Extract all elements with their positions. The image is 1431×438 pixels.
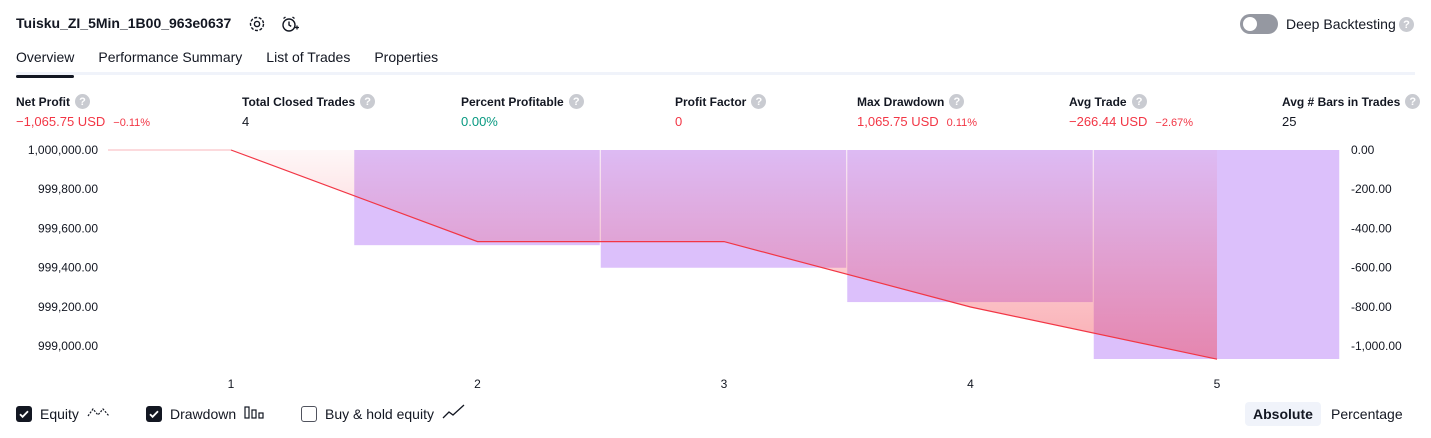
metric-label: Total Closed Trades — [242, 94, 356, 109]
metric-value: 0 — [675, 114, 683, 129]
avg-trade-help-icon[interactable]: ? — [1131, 94, 1147, 109]
left-axis-tick-label: 999,000.00 — [38, 339, 98, 353]
right-axis-tick-label: -400.00 — [1351, 221, 1392, 235]
profit-factor-help-icon[interactable]: ? — [751, 94, 767, 109]
metric-value: 0.00% — [461, 114, 498, 129]
buy-hold-label: Buy & hold equity — [325, 405, 434, 422]
x-axis-tick-label: 2 — [474, 377, 481, 391]
drawdown-label: Drawdown — [170, 405, 237, 422]
metric-label: Max Drawdown — [857, 94, 945, 109]
legend-equity[interactable]: Equity — [16, 404, 111, 423]
deep-backtesting-toggle[interactable] — [1240, 14, 1278, 34]
metric-label: Avg # Bars in Trades — [1282, 94, 1401, 109]
right-axis-tick-label: -1,000.00 — [1351, 339, 1402, 353]
equity-line-icon — [87, 404, 111, 423]
right-axis-tick-label: -800.00 — [1351, 300, 1392, 314]
deep-backtesting-label: Deep Backtesting — [1286, 16, 1396, 32]
left-axis-tick-label: 999,400.00 — [38, 261, 98, 275]
metric-sub-value: −2.67% — [1155, 117, 1194, 129]
equity-label: Equity — [40, 405, 79, 422]
metric-sub-value: −0.11% — [113, 117, 151, 129]
max-drawdown-help-icon[interactable]: ? — [949, 94, 965, 109]
net-profit-help-icon[interactable]: ? — [75, 94, 90, 109]
metric-label: Net Profit — [16, 94, 70, 109]
x-axis-tick-label: 1 — [228, 377, 235, 391]
metric-value: −1,065.75 USD — [16, 114, 106, 129]
toggle-knob — [1243, 17, 1257, 31]
x-axis-tick-label: 5 — [1214, 377, 1221, 391]
percent-profitable-help-icon[interactable]: ? — [568, 94, 584, 109]
tab-overview[interactable]: Overview — [16, 49, 75, 78]
equity-drawdown-chart[interactable]: 1,000,000.00 999,800.00 999,600.00 999,400.… — [0, 138, 1431, 396]
avg-bars-help-icon[interactable]: ? — [1405, 94, 1421, 109]
left-axis-tick-label: 999,200.00 — [38, 300, 98, 314]
percentage-scale-button[interactable]: Percentage — [1331, 406, 1403, 422]
right-axis-tick-label: -200.00 — [1351, 182, 1392, 196]
legend-drawdown[interactable]: Drawdown — [146, 404, 266, 423]
metric-percent-profitable: Percent Profitable? 0.00% — [461, 94, 584, 129]
metric-max-drawdown: Max Drawdown? 1,065.75 USD 0.11% — [857, 94, 977, 129]
absolute-scale-button[interactable]: Absolute — [1245, 402, 1321, 426]
metric-value: 1,065.75 USD — [857, 114, 939, 129]
metric-sub-value: 0.11% — [946, 117, 978, 129]
tab-list-of-trades[interactable]: List of Trades — [266, 49, 351, 65]
metric-value: 25 — [1282, 114, 1297, 129]
metric-label: Avg Trade — [1069, 94, 1127, 109]
settings-gear-icon[interactable] — [247, 14, 267, 34]
metric-label: Profit Factor — [675, 94, 747, 109]
x-axis-tick-label: 3 — [721, 377, 728, 391]
metric-avg-trade: Avg Trade? −266.44 USD −2.67% — [1069, 94, 1193, 129]
metric-net-profit: Net Profit? −1,065.75 USD −0.11% — [16, 94, 150, 129]
metric-label: Percent Profitable — [461, 94, 564, 109]
drawdown-bars-icon — [244, 404, 266, 423]
metric-total-closed-trades: Total Closed Trades? 4 — [242, 94, 376, 129]
tab-bar: Overview Performance Summary List of Tra… — [16, 49, 439, 78]
buy-hold-checkbox[interactable] — [301, 405, 317, 422]
tab-performance-summary[interactable]: Performance Summary — [98, 49, 243, 65]
equity-checkbox[interactable] — [16, 405, 32, 422]
total-closed-trades-help-icon[interactable]: ? — [360, 94, 376, 109]
metric-profit-factor: Profit Factor? 0 — [675, 94, 767, 129]
x-axis-tick-label: 4 — [967, 377, 974, 391]
tab-properties[interactable]: Properties — [374, 49, 439, 65]
metric-value: 4 — [242, 114, 250, 129]
deep-backtesting-help-icon[interactable]: ? — [1399, 17, 1414, 32]
right-axis-tick-label: -600.00 — [1351, 261, 1392, 275]
left-axis-tick-label: 1,000,000.00 — [28, 143, 98, 157]
left-axis-tick-label: 999,800.00 — [38, 182, 98, 196]
tab-divider — [16, 72, 1415, 75]
strategy-title: Tuisku_ZI_5Min_1B00_963e0637 — [16, 15, 232, 31]
add-alert-clock-icon[interactable] — [280, 14, 300, 34]
metric-avg-bars-in-trades: Avg # Bars in Trades? 25 — [1282, 94, 1421, 129]
drawdown-checkbox[interactable] — [146, 405, 162, 422]
buy-hold-line-icon — [442, 404, 466, 423]
equity-line — [230, 149, 1218, 360]
metric-value: −266.44 USD — [1069, 114, 1148, 129]
right-axis-tick-label: 0.00 — [1351, 143, 1375, 157]
left-axis-tick-label: 999,600.00 — [38, 221, 98, 235]
legend-buy-hold-equity[interactable]: Buy & hold equity — [301, 404, 466, 423]
